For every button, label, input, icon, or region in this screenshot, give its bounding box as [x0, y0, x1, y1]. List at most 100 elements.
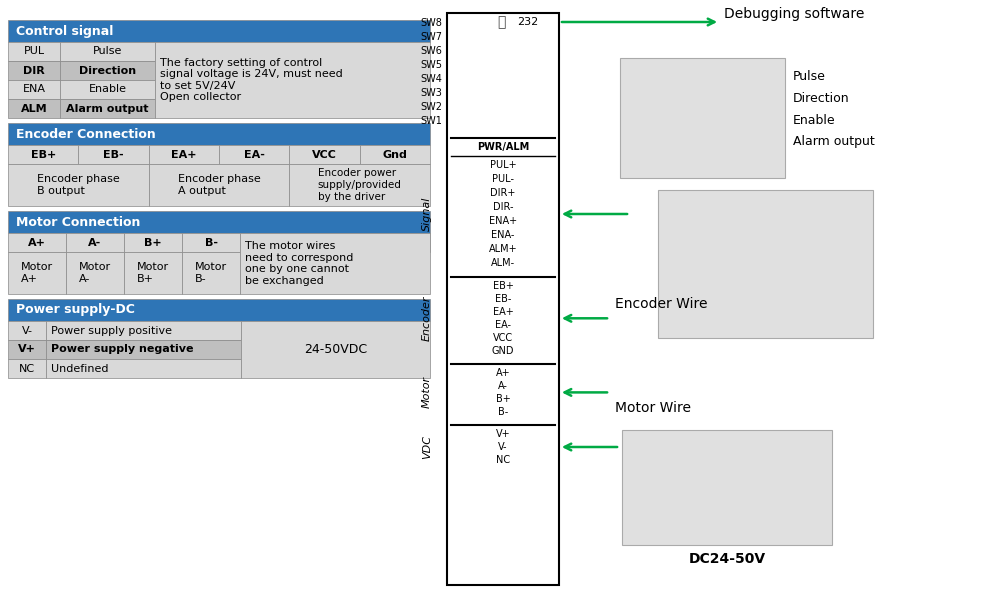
Text: Encoder: Encoder — [422, 295, 432, 341]
Bar — [149, 164, 289, 206]
Text: DIR: DIR — [24, 66, 45, 75]
Text: B+: B+ — [145, 237, 161, 248]
Text: V-: V- — [22, 326, 32, 335]
Text: SW8: SW8 — [420, 18, 442, 28]
Text: Motor
A-: Motor A- — [79, 262, 111, 284]
Bar — [79, 145, 149, 164]
Text: Motor Connection: Motor Connection — [16, 216, 141, 229]
Bar — [360, 145, 430, 164]
Text: Power supply negative: Power supply negative — [51, 345, 194, 354]
Text: B+: B+ — [496, 394, 511, 404]
Bar — [658, 190, 873, 338]
Text: SW1: SW1 — [420, 116, 442, 126]
Text: EA+: EA+ — [493, 306, 514, 317]
Bar — [289, 145, 360, 164]
Bar — [8, 211, 430, 233]
Bar — [149, 145, 219, 164]
Bar — [66, 233, 124, 252]
Bar — [124, 252, 182, 294]
Text: NC: NC — [496, 455, 510, 465]
Text: EA+: EA+ — [171, 150, 197, 159]
Bar — [8, 164, 149, 206]
Text: The factory setting of control
signal voltage is 24V, must need
to set 5V/24V
Op: The factory setting of control signal vo… — [160, 58, 342, 102]
Text: EB-: EB- — [495, 294, 511, 304]
Text: Pulse: Pulse — [92, 47, 122, 56]
Text: A+: A+ — [29, 237, 46, 248]
Text: Control signal: Control signal — [16, 25, 113, 37]
Text: Direction: Direction — [79, 66, 136, 75]
Bar — [8, 233, 66, 252]
Text: Encoder phase
B output: Encoder phase B output — [37, 174, 120, 196]
Bar — [8, 359, 46, 378]
Text: Motor
B+: Motor B+ — [137, 262, 169, 284]
Bar — [241, 321, 430, 378]
Bar — [240, 233, 430, 294]
Bar — [124, 233, 182, 252]
Text: V+: V+ — [496, 429, 511, 439]
Text: Undefined: Undefined — [51, 364, 108, 373]
Bar — [447, 13, 559, 585]
Text: Enable: Enable — [793, 113, 835, 126]
Text: Power supply-DC: Power supply-DC — [16, 303, 135, 316]
Text: The motor wires
need to correspond
one by one cannot
be exchanged: The motor wires need to correspond one b… — [245, 241, 353, 286]
Text: Debugging software: Debugging software — [724, 7, 864, 21]
Text: Power supply positive: Power supply positive — [51, 326, 172, 335]
Text: PUL: PUL — [24, 47, 44, 56]
Text: ALM-: ALM- — [491, 258, 515, 268]
Text: Gnd: Gnd — [383, 150, 407, 159]
Text: ⎗: ⎗ — [497, 15, 505, 29]
Text: Encoder phase
A output: Encoder phase A output — [178, 174, 261, 196]
Text: DIR+: DIR+ — [490, 188, 516, 198]
Text: GND: GND — [492, 346, 515, 356]
Text: VCC: VCC — [312, 150, 337, 159]
Bar — [155, 42, 430, 118]
Text: V-: V- — [498, 442, 508, 452]
Bar — [182, 252, 240, 294]
Bar — [8, 252, 66, 294]
Text: Motor
A+: Motor A+ — [21, 262, 53, 284]
Bar — [8, 340, 46, 359]
Text: Direction: Direction — [793, 91, 849, 104]
Text: PWR/ALM: PWR/ALM — [477, 142, 529, 152]
Text: DC24-50V: DC24-50V — [689, 552, 766, 566]
Text: A-: A- — [89, 237, 101, 248]
Text: Encoder Connection: Encoder Connection — [16, 128, 155, 140]
Text: SW2: SW2 — [420, 102, 442, 112]
Text: 232: 232 — [517, 17, 538, 27]
Bar — [219, 145, 289, 164]
Text: ALM+: ALM+ — [489, 244, 518, 254]
Bar — [8, 123, 430, 145]
Text: NC: NC — [19, 364, 35, 373]
Text: EB+: EB+ — [493, 281, 514, 291]
Bar — [66, 252, 124, 294]
Text: V+: V+ — [18, 345, 36, 354]
Text: SW3: SW3 — [420, 88, 442, 98]
Bar — [8, 299, 430, 321]
Text: Signal: Signal — [422, 197, 432, 231]
Bar — [8, 99, 60, 118]
Text: ALM: ALM — [21, 104, 47, 113]
Bar — [182, 233, 240, 252]
Bar — [46, 340, 241, 359]
Bar — [46, 359, 241, 378]
Text: VDC: VDC — [422, 435, 432, 459]
Text: EB-: EB- — [103, 150, 124, 159]
Bar — [60, 42, 155, 61]
Text: Alarm output: Alarm output — [66, 104, 149, 113]
Bar — [8, 20, 430, 42]
Text: ENA: ENA — [23, 85, 45, 94]
Text: EA-: EA- — [244, 150, 265, 159]
Text: ENA+: ENA+ — [489, 216, 517, 226]
Bar — [8, 61, 60, 80]
Text: ENA-: ENA- — [491, 230, 515, 240]
Text: B-: B- — [205, 237, 217, 248]
Text: DIR-: DIR- — [493, 202, 514, 212]
Text: Enable: Enable — [89, 85, 127, 94]
Bar — [60, 99, 155, 118]
Text: Alarm output: Alarm output — [793, 135, 875, 148]
Bar — [8, 42, 60, 61]
Text: A+: A+ — [496, 368, 511, 378]
Text: VCC: VCC — [493, 333, 513, 343]
Text: SW5: SW5 — [420, 60, 442, 70]
Text: PUL+: PUL+ — [490, 160, 517, 170]
